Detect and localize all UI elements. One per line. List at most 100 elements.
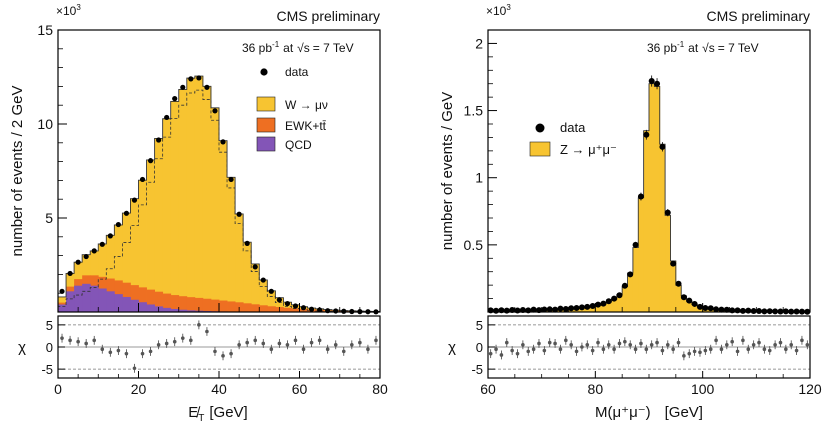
data-point [622,283,628,289]
pull-point [682,354,686,358]
pull-point [806,343,810,347]
pull-point [537,342,541,346]
right-ratio-y-label: χ [448,339,456,356]
hist-bar-w- [227,177,235,312]
data-point [659,144,665,150]
data-point [293,303,298,308]
pull-point [559,347,563,351]
pull-point [730,340,734,344]
pull-point [253,339,257,343]
pull-point [68,339,72,343]
pull-point [746,347,750,351]
pull-point [205,330,209,334]
hist-bar-ewk-tt- [227,301,235,312]
pull-point [302,347,306,351]
data-point [681,294,687,300]
pull-point [618,342,622,346]
hist-bar-w- [147,160,155,312]
pull-point [229,352,233,356]
hist-bar-qcd [147,304,155,312]
pull-point [310,341,314,345]
hist-bar-w- [187,78,195,312]
pull-tick-label: 5 [476,318,483,333]
pull-point [489,352,493,356]
legend-data-label: data [560,120,586,135]
left-y-axis-label: number of events / 2 GeV [9,86,26,257]
right-x-axis-label: M(μ⁺μ⁻)[GeV] [595,404,703,421]
data-point [228,177,233,182]
legend-data-marker [536,124,545,133]
data-point [108,233,113,238]
data-point [606,298,612,304]
hist-bar-ewk-tt- [251,304,259,312]
data-point [504,308,510,314]
pull-point [100,347,104,351]
pull-point [666,343,670,347]
hist-bar-qcd [130,300,138,312]
data-point [584,304,590,310]
hist-bar-qcd [66,291,74,312]
data-point [156,137,161,142]
pull-point [612,347,616,351]
pull-point [763,347,767,351]
data-point [697,304,703,310]
data-point [595,302,601,308]
pull-point [736,350,740,354]
y-tick-label: 1 [475,170,483,186]
pull-point [784,347,788,351]
data-point [253,264,258,269]
hist-bar-qcd [82,284,90,312]
data-point [633,242,639,248]
pull-point [650,343,654,347]
hist-bar-qcd [122,297,130,312]
x-tick-label: 80 [588,381,604,397]
pull-point [548,341,552,345]
data-point [627,271,633,277]
hist-bar-qcd [139,302,147,312]
pull-point [133,366,137,370]
data-point [702,305,708,311]
pull-point [516,352,520,356]
data-point [563,306,569,312]
legend-ewk-swatch [257,118,275,132]
hist-bar-w- [203,86,211,312]
pull-point [768,349,772,353]
hist-bar-ewk-tt- [179,296,187,312]
data-point [756,308,762,314]
pull-point [677,341,681,345]
data-point [309,307,314,312]
pull-point [181,336,185,340]
pull-point [358,341,362,345]
pull-point [125,352,129,356]
data-point [180,85,185,90]
data-point [220,139,225,144]
pull-point [326,347,330,351]
data-point [148,158,153,163]
pull-point [661,349,665,353]
data-point [574,305,580,311]
hist-bar-w- [195,76,203,312]
data-point [745,308,751,314]
data-point [124,211,129,216]
legend-signal-label: W → μν [285,98,328,112]
data-point [568,305,574,311]
left-corner-label: CMS preliminary [277,8,380,24]
data-point [341,309,346,314]
pull-point [789,343,793,347]
legend-signal-label: Z → μ⁺μ⁻ [560,142,617,157]
data-point [212,108,217,113]
pull-point [580,345,584,349]
pull-point [687,352,691,356]
legend-qcd-label: QCD [285,138,312,152]
legend-ewk-label: EWK+tt̄ [285,119,327,133]
pull-point [709,347,713,351]
left-scale-label: ×103 [56,3,81,18]
hist-bar-ewk-tt- [259,305,267,312]
data-point [67,271,72,276]
data-point [761,308,767,314]
data-point [84,254,89,259]
pull-point [366,347,370,351]
hist-bar-z- [633,248,639,312]
